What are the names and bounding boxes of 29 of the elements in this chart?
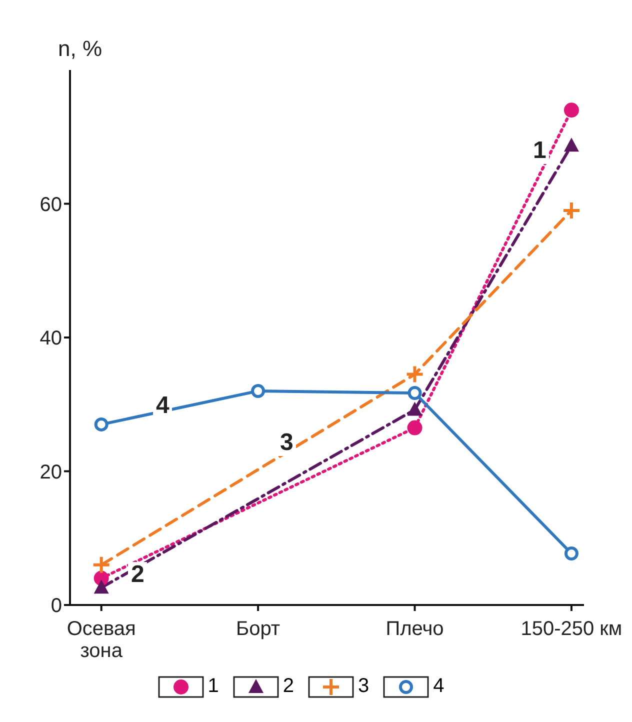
point — [251, 384, 266, 398]
point — [94, 580, 109, 594]
legend-label: 2 — [282, 675, 294, 698]
point — [564, 546, 578, 561]
point — [564, 102, 579, 118]
x-tick-label: 150-250 км — [520, 618, 622, 640]
annotation: 4 — [153, 392, 172, 419]
point — [94, 417, 108, 432]
point — [408, 386, 422, 400]
x-tick-label: Плечо — [386, 618, 444, 640]
y-axis-title: n, % — [58, 36, 102, 62]
legend-label: 4 — [433, 675, 444, 698]
y-tick-label: 20 — [40, 461, 62, 484]
point — [405, 364, 424, 384]
legend-label: 3 — [358, 675, 370, 698]
annotation: 1 — [530, 137, 550, 164]
point — [407, 402, 422, 416]
annotation: 2 — [128, 561, 148, 588]
y-tick-label: 60 — [40, 194, 62, 216]
y-tick-label: 0 — [50, 595, 62, 618]
x-tick-label: Осевая зона — [66, 618, 136, 662]
y-tick-label: 40 — [40, 328, 62, 350]
point — [92, 555, 111, 574]
point — [562, 200, 581, 220]
legend-label: 1 — [208, 675, 219, 698]
point — [564, 138, 579, 152]
point — [407, 420, 422, 436]
annotation: 3 — [277, 429, 296, 456]
x-tick-label: Борт — [236, 618, 280, 640]
